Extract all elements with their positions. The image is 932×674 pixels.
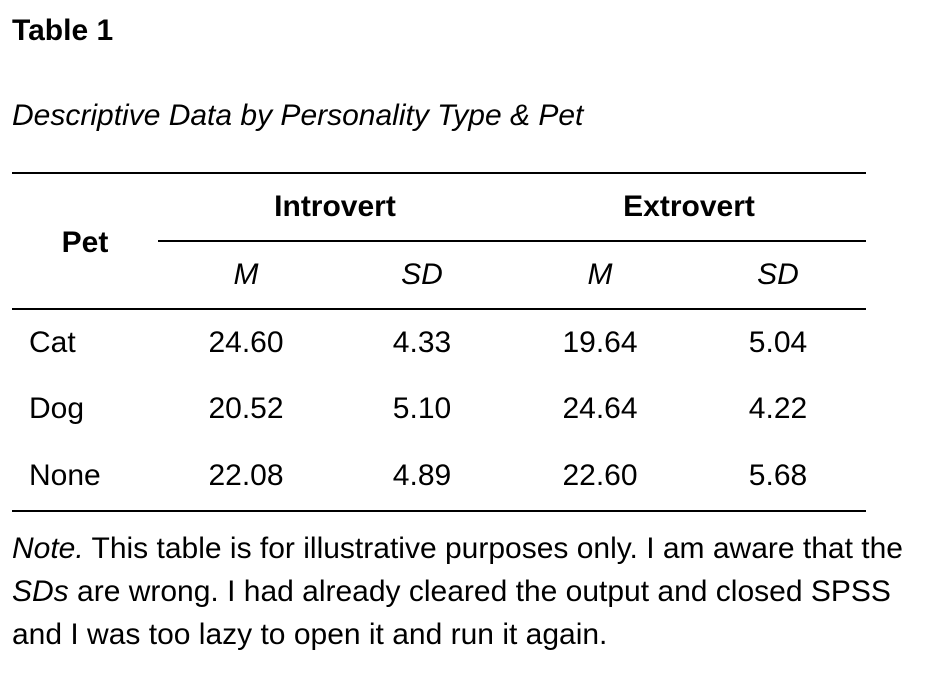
row-header-pet: Pet [61, 226, 109, 259]
note-text-1: This table is for illustrative purposes … [83, 532, 904, 565]
note-text-2: are wrong. I had already cleared the out… [12, 575, 891, 651]
top-rule [12, 172, 866, 174]
cell-none-introvert-m: 22.08 [208, 459, 284, 492]
cell-none-introvert-sd: 4.89 [392, 459, 452, 492]
row-label-cat: Cat [29, 326, 76, 359]
cell-dog-introvert-sd: 5.10 [392, 392, 452, 425]
cell-dog-extrovert-m: 24.64 [562, 392, 638, 425]
cell-dog-extrovert-sd: 4.22 [748, 392, 808, 425]
table-note: Note. This table is for illustrative pur… [12, 527, 927, 656]
group-header-extrovert: Extrovert [623, 190, 755, 223]
table-label: Table 1 [12, 14, 114, 47]
row-label-dog: Dog [29, 392, 85, 425]
subheader-introvert-m: M [233, 258, 259, 291]
group-header-introvert: Introvert [274, 190, 396, 223]
table-title: Descriptive Data by Personality Type & P… [12, 99, 584, 132]
cell-cat-extrovert-sd: 5.04 [748, 326, 808, 359]
note-emphasis: SDs [12, 575, 69, 608]
note-label: Note. [12, 532, 84, 565]
cell-none-extrovert-m: 22.60 [562, 459, 638, 492]
cell-cat-extrovert-m: 19.64 [562, 326, 638, 359]
subheader-introvert-sd: SD [401, 258, 443, 291]
cell-dog-introvert-m: 20.52 [208, 392, 284, 425]
cell-cat-introvert-m: 24.60 [208, 326, 284, 359]
bottom-rule [12, 510, 866, 512]
cell-none-extrovert-sd: 5.68 [748, 459, 808, 492]
subheader-extrovert-sd: SD [757, 258, 799, 291]
spanner-rule [158, 240, 866, 242]
header-bottom-rule [12, 308, 866, 310]
subheader-extrovert-m: M [587, 258, 613, 291]
row-label-none: None [29, 459, 101, 492]
cell-cat-introvert-sd: 4.33 [392, 326, 452, 359]
